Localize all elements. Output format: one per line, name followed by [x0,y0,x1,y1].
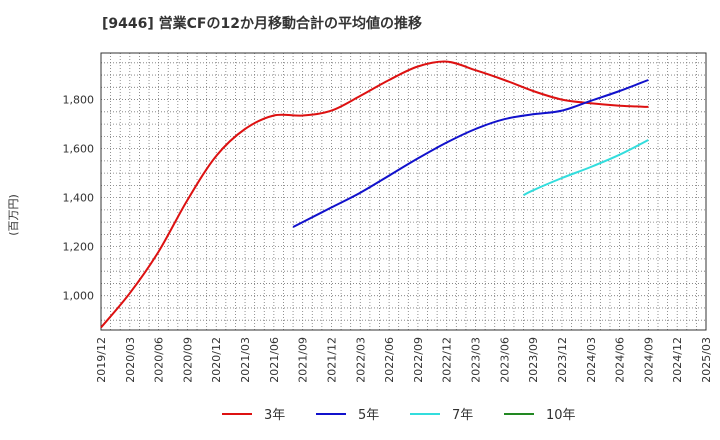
x-tick-label: 2023/03 [470,337,483,383]
legend: 3年 5年 7年 10年 [222,408,576,423]
y-tick-label: 1,400 [63,192,95,205]
x-tick-label: 2023/06 [498,337,511,383]
x-tick-label: 2024/06 [614,337,627,383]
legend-label: 3年 [264,408,285,423]
x-tick-label: 2022/12 [441,337,454,383]
x-tick-label: 2022/09 [412,337,425,383]
x-tick-label: 2022/06 [383,337,396,383]
x-tick-label: 2021/06 [268,337,281,383]
x-tick-label: 2024/12 [671,337,684,383]
y-tick-label: 1,600 [63,143,95,156]
y-tick-label: 1,000 [63,290,95,303]
x-axis: 2019/12 2020/03 2020/06 2020/09 2020/12 2021/… [95,337,713,383]
y-tick-label: 1,800 [63,94,95,107]
x-tick-label: 2023/12 [556,337,569,383]
x-tick-label: 2024/09 [642,337,655,383]
x-tick-label: 2021/03 [239,337,252,383]
x-tick-label: 2022/03 [354,337,367,383]
series-line-0 [100,60,649,329]
series-line-2 [523,139,649,197]
vertical-grid [110,53,697,330]
legend-label: 5年 [358,408,379,423]
x-tick-label: 2025/03 [700,337,713,383]
y-axis-label: (百万円) [7,194,20,236]
series-line-1 [292,79,649,228]
y-tick-label: 1,200 [63,241,95,254]
y-axis: 1,000 1,200 1,400 1,600 1,800 [63,94,95,303]
legend-label: 10年 [546,408,576,423]
x-tick-label: 2020/12 [210,337,223,383]
x-tick-label: 2020/06 [153,337,166,383]
series-lines [100,60,649,329]
x-tick-label: 2020/09 [181,337,194,383]
x-tick-label: 2021/12 [325,337,338,383]
chart-title: [9446] 営業CFの12か月移動合計の平均値の推移 [102,15,422,32]
plot-border [100,52,707,331]
horizontal-grid [101,62,706,321]
x-tick-label: 2019/12 [95,337,108,383]
x-tick-label: 2021/09 [297,337,310,383]
x-tick-label: 2023/09 [527,337,540,383]
legend-label: 7年 [452,408,473,423]
x-tick-label: 2024/03 [585,337,598,383]
plot-area [101,53,706,330]
x-tick-label: 2020/03 [124,337,137,383]
